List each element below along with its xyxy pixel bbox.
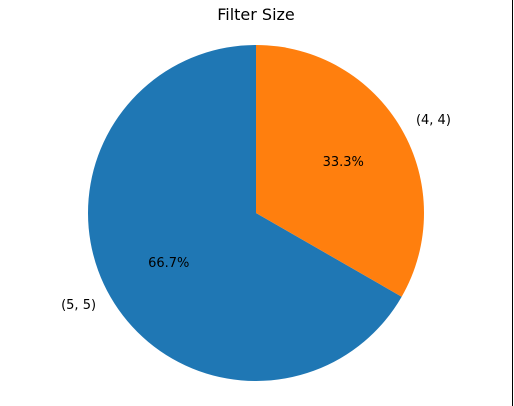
slice-category-label-1: (4, 4) [416, 113, 451, 128]
slice-percent-label-0: 66.7% [148, 256, 189, 271]
pie-slice-0 [88, 45, 402, 381]
pie-labels: (5, 5) 66.7% (4, 4) 33.3% [61, 113, 451, 313]
slice-percent-label-1: 33.3% [323, 155, 364, 170]
slice-category-label-0: (5, 5) [61, 298, 96, 313]
chart-title: Filter Size [217, 5, 295, 24]
figure-edge-divider [512, 0, 513, 406]
pie-slices [88, 45, 425, 381]
pie-slice-1 [256, 45, 425, 297]
